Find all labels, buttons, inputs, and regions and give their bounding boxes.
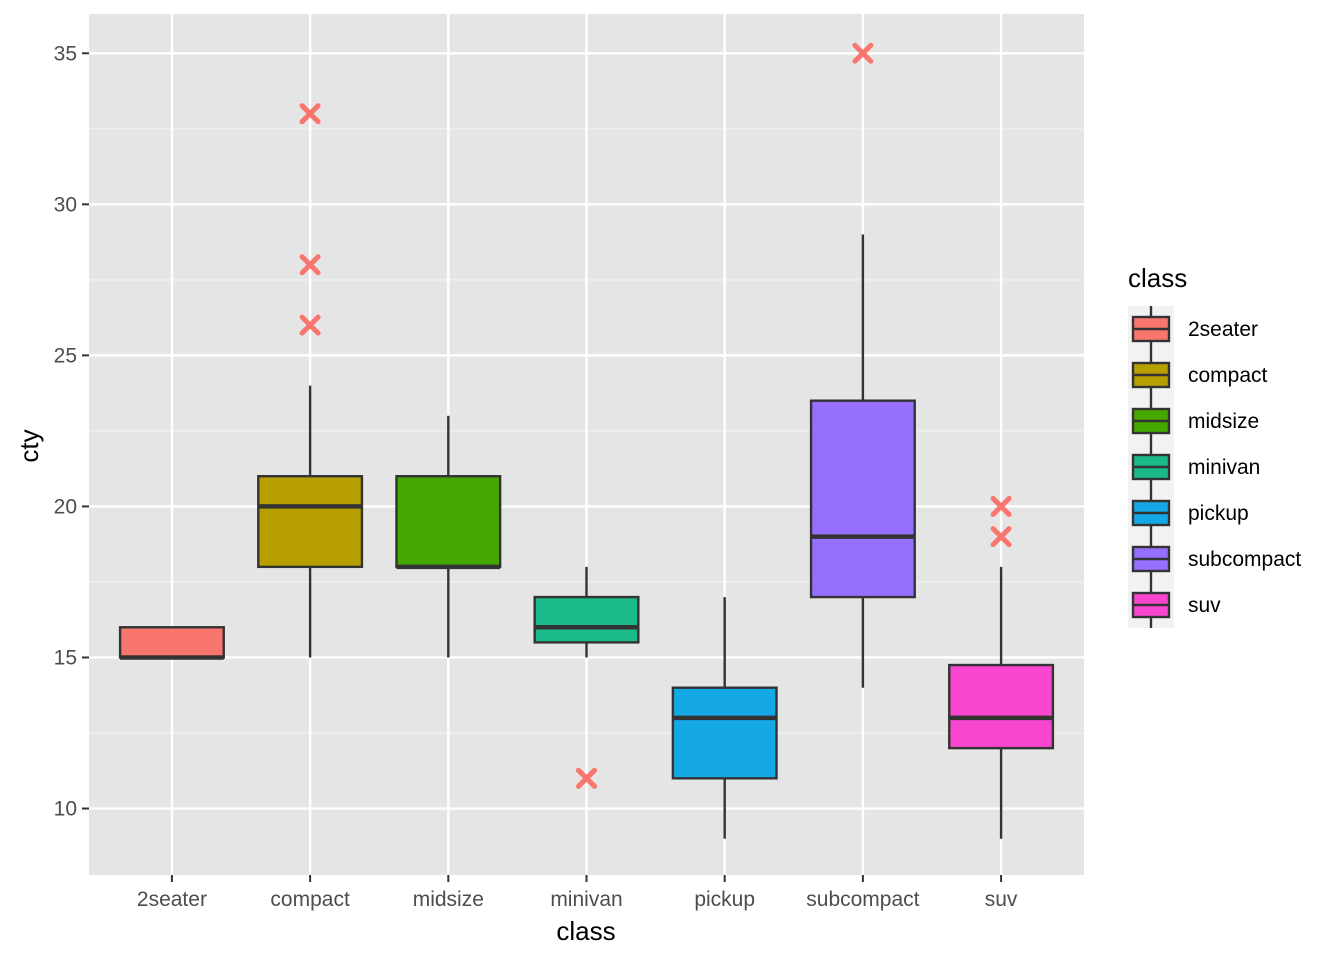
outlier-point xyxy=(990,526,1012,548)
legend-item-midsize: midsize xyxy=(1131,398,1259,444)
outlier-point xyxy=(299,254,321,276)
x-axis: 2seater compact midsize minivan pickup subcom… xyxy=(137,875,1018,911)
legend-label: midsize xyxy=(1188,410,1259,433)
box-body xyxy=(257,475,364,569)
outlier-stroke xyxy=(576,767,597,789)
legend-label: suv xyxy=(1188,594,1221,617)
legend-item-2seater: 2seater xyxy=(1131,306,1258,352)
legend-label: compact xyxy=(1188,364,1268,387)
box-subcompact xyxy=(809,42,916,688)
outlier-point xyxy=(852,42,874,64)
box-2seater xyxy=(118,626,225,660)
x-tick-label: suv xyxy=(985,888,1018,911)
box-body xyxy=(395,475,502,569)
y-tick-label: 15 xyxy=(54,646,77,669)
box-body xyxy=(809,399,916,599)
outlier-stroke xyxy=(990,526,1012,548)
x-tick-label: 2seater xyxy=(137,888,207,911)
box-body xyxy=(533,595,640,644)
box-body xyxy=(118,626,225,659)
outlier-point xyxy=(576,767,597,789)
x-tick-label: subcompact xyxy=(806,888,919,911)
box-minivan xyxy=(533,566,640,789)
legend-label: 2seater xyxy=(1188,318,1258,341)
y-tick-label: 20 xyxy=(54,495,77,518)
x-tick-label: pickup xyxy=(694,888,755,911)
legend-label: minivan xyxy=(1188,456,1260,479)
outlier-point xyxy=(299,314,321,336)
x-tick-label: minivan xyxy=(550,888,622,911)
x-axis-title: class xyxy=(556,916,615,946)
outlier-stroke xyxy=(299,314,321,336)
box-pickup xyxy=(671,597,778,839)
box-suv xyxy=(948,495,1055,839)
legend-item-minivan: minivan xyxy=(1131,444,1260,490)
x-tick-label: compact xyxy=(270,888,350,911)
legend-item-suv: suv xyxy=(1131,582,1221,628)
legend-label: pickup xyxy=(1188,502,1249,525)
y-tick-label: 35 xyxy=(54,42,77,65)
y-tick-label: 10 xyxy=(54,798,77,821)
outlier-stroke xyxy=(990,495,1012,517)
legend-label: subcompact xyxy=(1188,548,1301,571)
outlier-stroke xyxy=(852,42,874,64)
y-tick-label: 30 xyxy=(54,193,77,216)
x-tick-label: midsize xyxy=(413,888,484,911)
y-axis-title: cty xyxy=(14,429,44,462)
legend-item-pickup: pickup xyxy=(1131,490,1249,536)
legend-item-compact: compact xyxy=(1131,352,1268,398)
box-body xyxy=(948,663,1055,750)
y-axis: 10 15 20 25 30 35 xyxy=(54,42,89,821)
legend: class 2seater compact midsize minivan pickup… xyxy=(1128,263,1301,628)
legend-title: class xyxy=(1128,263,1187,293)
outlier-point xyxy=(990,495,1012,517)
box-body xyxy=(671,686,778,780)
box-midsize xyxy=(395,415,502,658)
box-series xyxy=(118,42,1055,839)
legend-item-subcompact: subcompact xyxy=(1131,536,1301,582)
box-compact xyxy=(257,103,364,658)
y-tick-label: 25 xyxy=(54,344,77,367)
outlier-stroke xyxy=(299,254,321,276)
outlier-point xyxy=(299,103,321,125)
outlier-stroke xyxy=(299,103,321,125)
